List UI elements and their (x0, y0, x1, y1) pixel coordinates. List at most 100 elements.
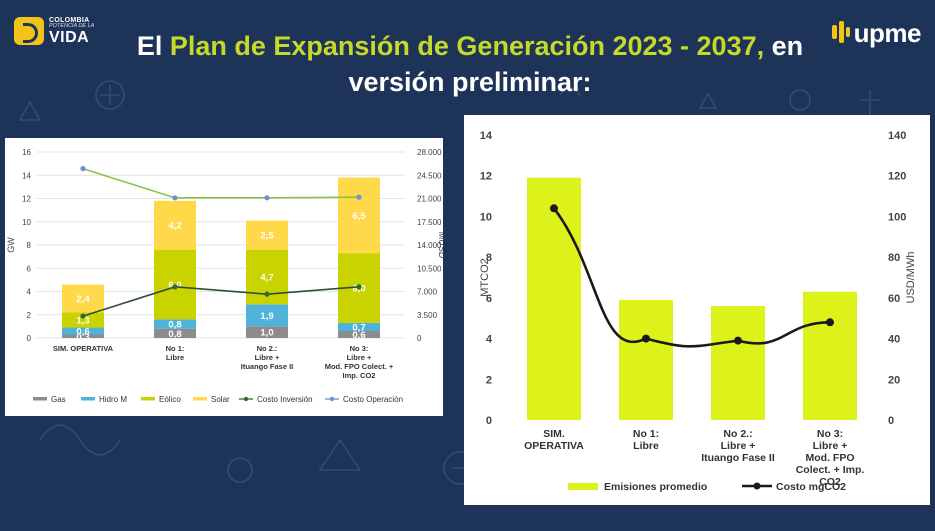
y-tick-label: 10 (22, 218, 31, 227)
bar-data-label: 1,9 (260, 311, 273, 322)
bar-segment (154, 319, 196, 329)
line-point (172, 195, 178, 201)
legend-label: Eólico (159, 395, 181, 404)
capacity-chart: 0 0 2 3.500 4 7.000 6 10.500 8 14.000 10 17.500 12 21… (6, 148, 447, 404)
y2-tick-label: 140 (888, 130, 906, 142)
legend-label: Emisiones promedio (604, 481, 707, 493)
bar (527, 177, 581, 420)
bar-segment (338, 177, 380, 254)
legend-label: Costo Operación (343, 395, 403, 404)
y-tick-label: 8 (486, 252, 492, 264)
logo-line-2: POTENCIA DE LA (49, 23, 95, 29)
bar-data-label: 1,3 (76, 315, 89, 326)
cost-line (552, 207, 831, 348)
series-line (82, 167, 360, 199)
cost-line-point (826, 318, 834, 327)
bar-data-label: 0,3 (76, 332, 89, 343)
bar-data-label: 0,8 (168, 320, 181, 331)
x-tick-label: No 2.: Libre + Ituango Fase II (701, 428, 775, 464)
bar-segment (338, 322, 380, 332)
upme-logo: upme (831, 18, 922, 49)
legend-label: Hidro M (99, 395, 127, 404)
cost-line-point (734, 336, 742, 345)
bar-data-label: 0,6 (352, 330, 365, 341)
legend-swatch (193, 397, 207, 401)
y2-tick-label: 0 (417, 334, 422, 343)
x-tick-label: No 2.: Libre + Ituango Fase II (241, 344, 294, 371)
legend-label: Costo mgCO2 (776, 481, 846, 493)
colombia-logo-icon (14, 17, 44, 46)
y2-tick-label: 120 (888, 171, 906, 183)
bar (803, 291, 857, 420)
y2-tick-label: 17.500 (417, 218, 442, 227)
upme-logo-word: upme (853, 18, 922, 48)
y2-tick-label: 60 (888, 293, 900, 305)
legend-label: Solar (211, 395, 230, 404)
y-tick-label: 6 (27, 264, 32, 273)
legend-marker (243, 396, 249, 402)
line-point (264, 291, 270, 297)
bar-data-label: 2,5 (260, 231, 274, 242)
bar-segment (62, 312, 104, 328)
page-title: El Plan de Expansión de Generación 2023 … (120, 28, 820, 100)
bar-data-label: 0,8 (168, 329, 181, 340)
x-tick-label: No 3: Libre + Mod. FPO Colect. + Imp. CO2 (796, 428, 865, 488)
legend-swatch (141, 397, 155, 401)
y2-tick-label: 100 (888, 211, 906, 223)
y-tick-label: 14 (480, 130, 493, 142)
logo-line-1: COLOMBIA (49, 17, 90, 24)
y2-axis-label: MUSD (437, 232, 443, 259)
y-tick-label: 8 (27, 241, 32, 250)
line-point (264, 195, 270, 201)
bar (711, 306, 765, 420)
bar-segment (338, 331, 380, 338)
legend-marker (329, 396, 335, 402)
title-prefix: El (136, 31, 170, 61)
bar-data-label: 0,6 (76, 327, 89, 338)
y2-axis-label: USD/MWh (905, 252, 917, 304)
title-suffix: en versión preliminar: (348, 31, 804, 97)
line-point (356, 284, 362, 290)
y-tick-label: 4 (486, 334, 493, 346)
y2-tick-label: 14.000 (417, 241, 442, 250)
y2-tick-label: 3.500 (417, 311, 438, 320)
y-tick-label: 6 (486, 293, 492, 305)
bar-segment (246, 304, 288, 327)
legend-marker (753, 482, 761, 490)
title-highlight: Plan de Expansión de Generación 2023 - 2… (169, 31, 765, 61)
y-tick-label: 14 (22, 171, 31, 180)
x-tick-label: No 1: Libre (633, 428, 659, 452)
y2-tick-label: 20 (888, 374, 900, 386)
y2-tick-label: 24.500 (417, 171, 442, 180)
bar-segment (62, 327, 104, 335)
y2-tick-label: 28.000 (417, 148, 442, 157)
bar-data-label: 1,0 (260, 328, 273, 339)
bar (619, 299, 673, 420)
bar-data-label: 2,4 (76, 294, 90, 305)
y2-tick-label: 40 (888, 334, 900, 346)
y-tick-label: 4 (27, 288, 32, 297)
y-tick-label: 12 (480, 171, 492, 183)
y2-tick-label: 7.000 (417, 288, 438, 297)
x-tick-label: No 1: Libre (166, 344, 185, 362)
line-point (356, 194, 362, 200)
y-tick-label: 10 (480, 211, 492, 223)
line-point (172, 284, 178, 290)
bar-segment (154, 328, 196, 338)
legend-label: Costo Inversión (257, 395, 313, 404)
bar-data-label: 6,5 (352, 211, 366, 222)
series-line (82, 286, 360, 317)
y-tick-label: 0 (486, 415, 492, 427)
bar-segment (62, 334, 104, 338)
colombia-logo: COLOMBIA POTENCIA DE LA VIDA (14, 17, 94, 46)
capacity-chart-panel: 0 0 2 3.500 4 7.000 6 10.500 8 14.000 10 17.500 12 21… (5, 138, 447, 416)
y-tick-label: 0 (27, 334, 32, 343)
x-tick-label: SIM. OPERATIVA (524, 428, 584, 452)
logo-line-3: VIDA (49, 28, 90, 46)
bar-segment (62, 284, 104, 313)
bar-data-label: 0,7 (352, 322, 365, 333)
y-tick-label: 16 (22, 148, 31, 157)
y2-tick-label: 10.500 (417, 264, 442, 273)
legend-label: Gas (51, 395, 66, 404)
